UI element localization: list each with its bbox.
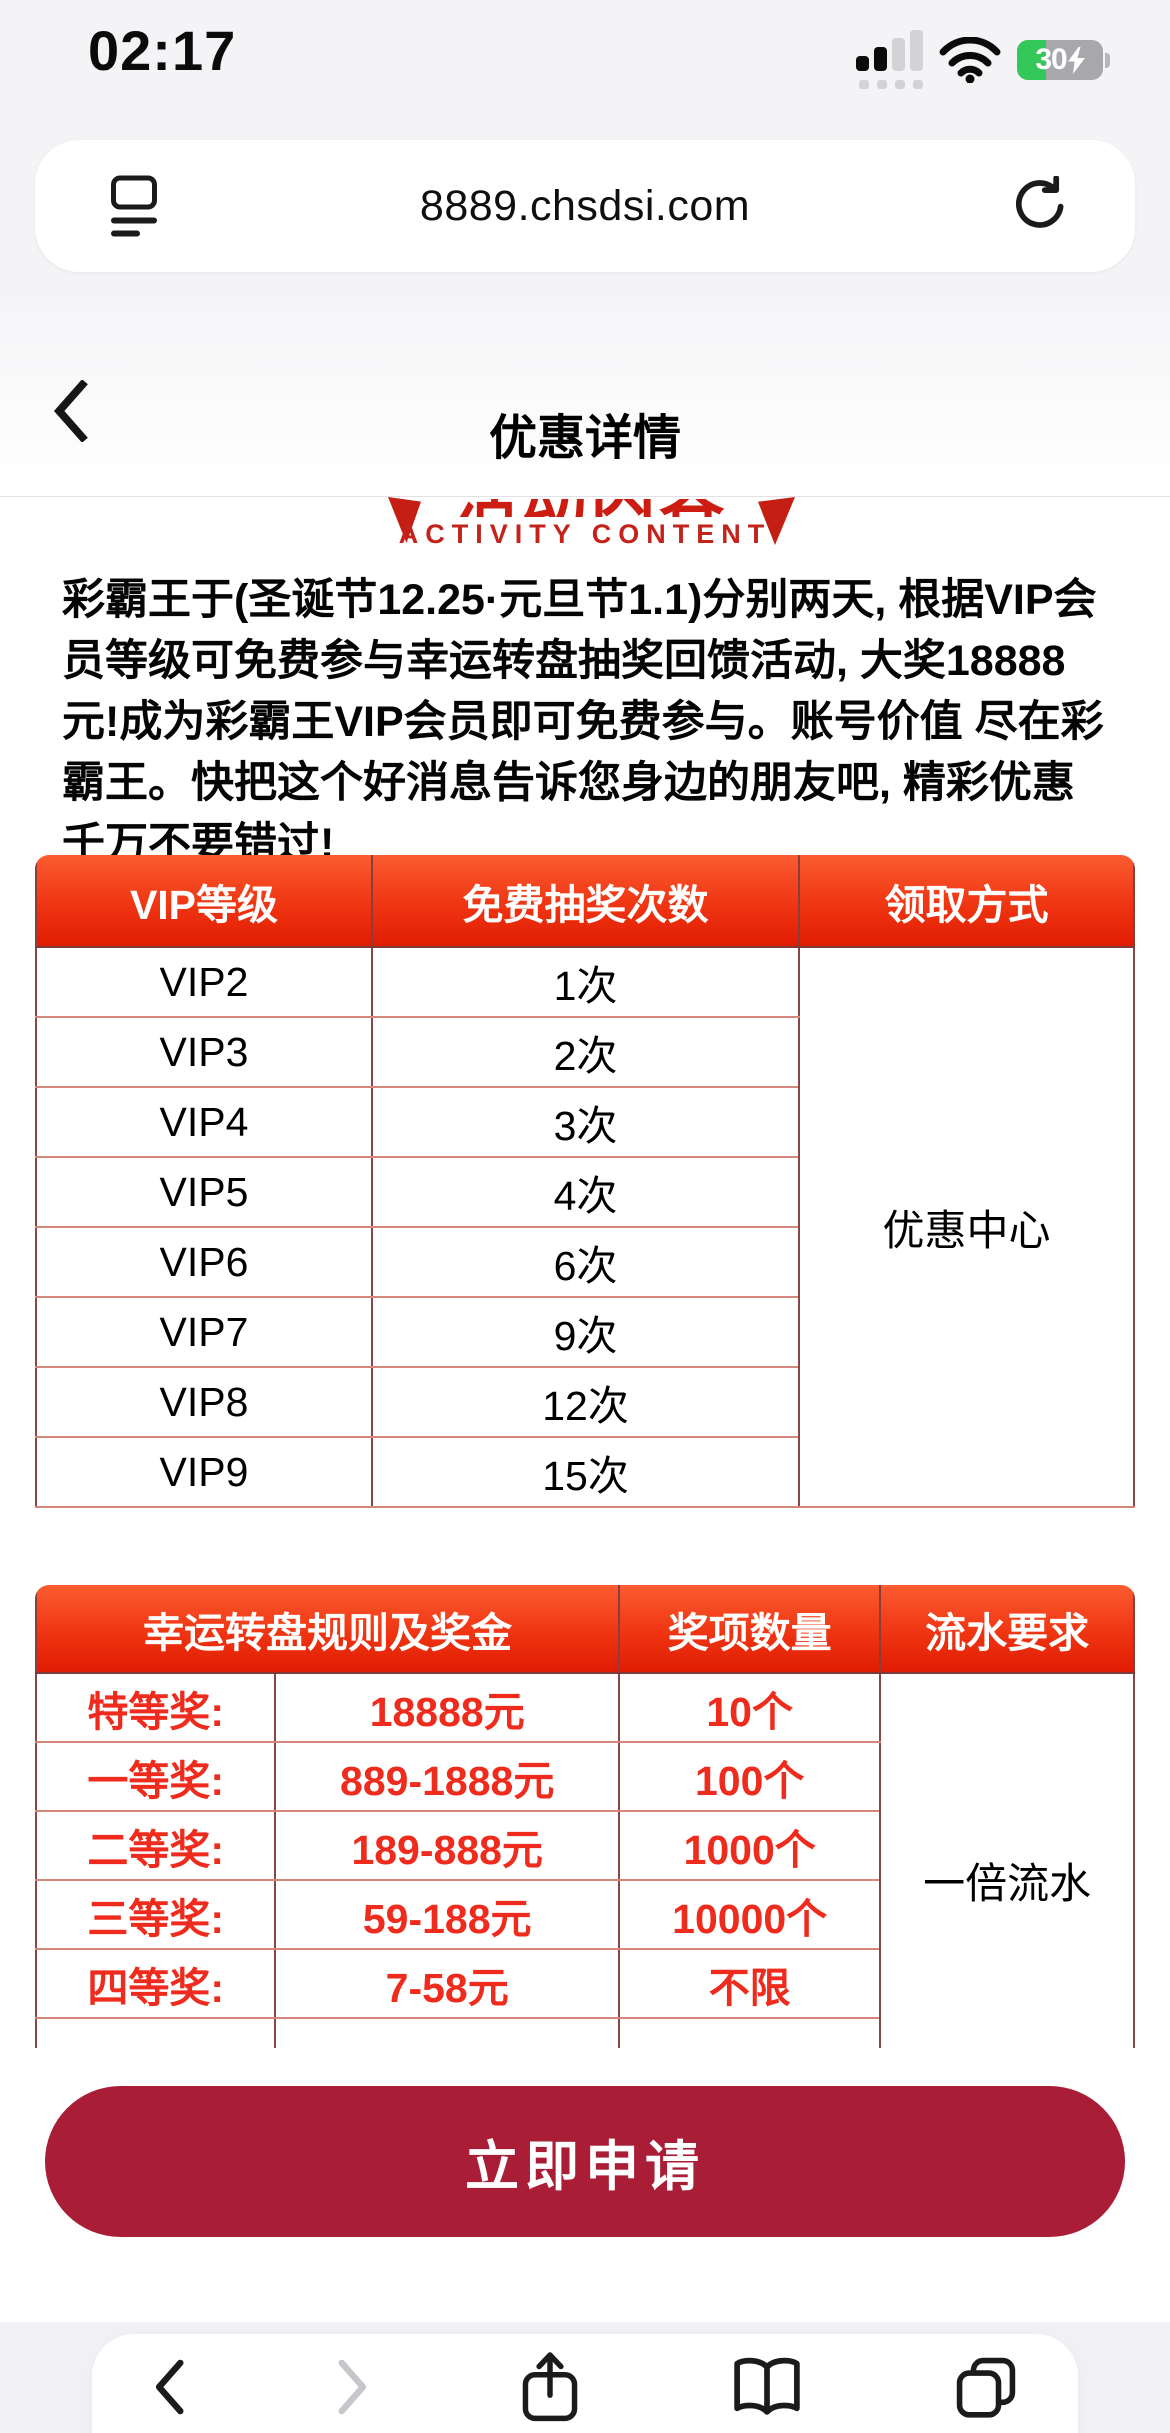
charging-bolt-icon (1067, 46, 1085, 74)
wager-requirement-cell: 一倍流水 (879, 1672, 1135, 2048)
back-button[interactable] (152, 2358, 186, 2416)
cellular-signal-icon (856, 30, 923, 90)
banner-subtitle: ACTIVITY CONTENT (398, 519, 772, 549)
forward-chevron-icon (338, 2359, 367, 2415)
status-icons: 30 (856, 30, 1110, 90)
vip-table-header-row: VIP等级 免费抽奖次数 领取方式 (35, 855, 1135, 948)
table-row: VIP8 12次 (35, 1366, 1134, 1438)
prize-table: 幸运转盘规则及奖金 奖项数量 流水要求 特等奖: 18888元 10个 一倍流水… (35, 1585, 1135, 2048)
apply-now-button[interactable]: 立即申请 (45, 2086, 1125, 2237)
banner-clipped-title: 活动内容 (452, 499, 724, 517)
battery-icon: 30 (1017, 40, 1110, 80)
table-row: VIP4 3次 (35, 1086, 1134, 1158)
back-chevron-icon (155, 2359, 184, 2415)
page-title: 优惠详情 (488, 412, 681, 465)
table-row: VIP3 2次 (35, 1016, 1134, 1088)
prize-table-header: 幸运转盘规则及奖金 (35, 1585, 621, 1674)
tabs-button[interactable] (954, 2355, 1018, 2419)
vip-table-header: 领取方式 (798, 855, 1135, 948)
prize-table-header: 奖项数量 (618, 1585, 882, 1674)
table-row: 四等奖: 7-58元 不限 (35, 1948, 1134, 2019)
claim-method-cell: 优惠中心 (798, 946, 1135, 1508)
table-row: VIP7 9次 (35, 1296, 1134, 1368)
table-row: 一等奖: 889-1888元 100个 (35, 1741, 1134, 1812)
bookmarks-button[interactable] (730, 2356, 804, 2418)
table-row: VIP2 1次 优惠中心 (35, 946, 1135, 1508)
table-row-clipped (35, 2017, 1134, 2048)
forward-button[interactable] (336, 2358, 370, 2416)
page-settings-icon[interactable] (111, 175, 159, 237)
reload-icon[interactable] (1011, 176, 1067, 236)
prize-table-header: 流水要求 (879, 1585, 1135, 1674)
table-row: 三等奖: 59-188元 10000个 (35, 1879, 1134, 1950)
vip-table: VIP等级 免费抽奖次数 领取方式 VIP2 1次 优惠中心 VIP3 2次 VI… (35, 855, 1135, 1508)
table-row: VIP9 15次 (35, 1436, 1134, 1508)
status-time: 02:17 (88, 19, 237, 82)
table-row: VIP6 6次 (35, 1226, 1134, 1298)
back-chevron-icon[interactable] (48, 380, 92, 442)
tabs-icon (956, 2357, 1016, 2418)
vip-table-header: VIP等级 (35, 855, 373, 948)
promo-description: 彩霸王于(圣诞节12.25·元旦节1.1)分别两天, 根据VIP会员等级可免费参… (62, 576, 1104, 868)
vip-table-header: 免费抽奖次数 (370, 855, 801, 948)
safari-toolbar (92, 2334, 1078, 2433)
browser-top-chrome: 02:17 30 (0, 0, 1170, 497)
book-icon (734, 2357, 800, 2415)
url-text[interactable]: 8889.chsdsi.com (419, 181, 751, 230)
share-button[interactable] (520, 2350, 580, 2424)
address-bar[interactable]: 8889.chsdsi.com (35, 140, 1135, 272)
share-icon (522, 2352, 578, 2422)
table-row: 特等奖: 18888元 10个 一倍流水 (35, 1672, 1135, 2048)
battery-percent: 30 (1035, 43, 1067, 76)
table-row: 二等奖: 189-888元 1000个 (35, 1810, 1134, 1881)
prize-table-header-row: 幸运转盘规则及奖金 奖项数量 流水要求 (35, 1585, 1135, 1674)
wifi-icon (939, 37, 1001, 83)
table-row: VIP5 4次 (35, 1156, 1134, 1228)
